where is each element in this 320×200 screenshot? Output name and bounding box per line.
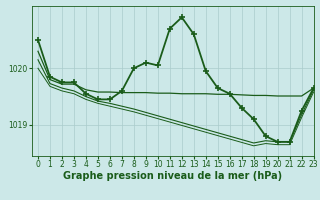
X-axis label: Graphe pression niveau de la mer (hPa): Graphe pression niveau de la mer (hPa) <box>63 171 282 181</box>
